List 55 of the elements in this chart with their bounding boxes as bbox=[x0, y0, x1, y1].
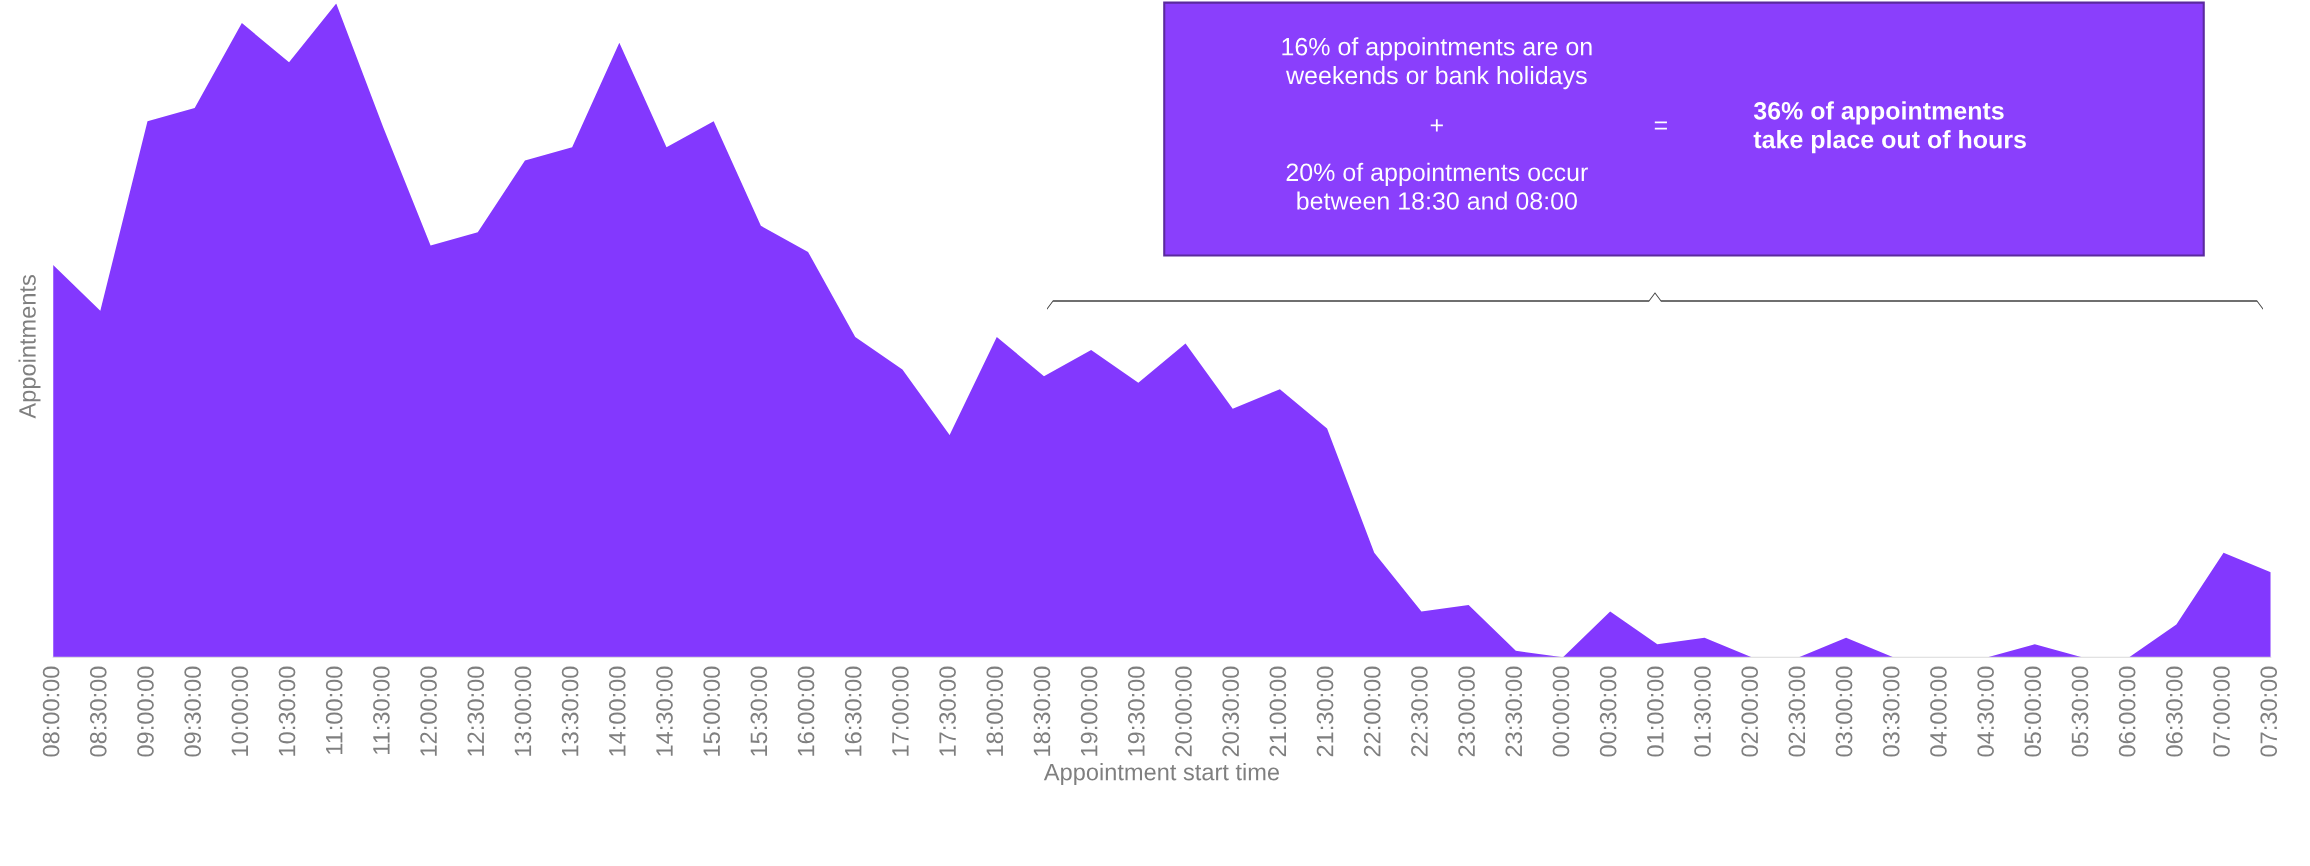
x-tick-label: 21:00:00 bbox=[1269, 666, 1287, 757]
x-tick-label: 15:00:00 bbox=[703, 666, 721, 756]
x-tick-label: 16:00:00 bbox=[797, 666, 815, 756]
x-tick-label: 23:30:00 bbox=[1505, 666, 1523, 757]
x-tick-label: 01:30:00 bbox=[1694, 666, 1711, 757]
x-tick-label: 07:30:00 bbox=[2260, 666, 2278, 757]
x-tick-label: 06:30:00 bbox=[2165, 666, 2183, 757]
x-tick-label: 13:00:00 bbox=[514, 666, 532, 756]
annotation: 36% of appointments take place out of hours bbox=[1753, 101, 2026, 154]
x-tick-label: 09:30:00 bbox=[184, 666, 202, 757]
x-tick-label: 12:30:00 bbox=[467, 666, 485, 756]
x-tick-label: 10:00:00 bbox=[231, 666, 249, 756]
x-tick-label: 00:30:00 bbox=[1599, 666, 1617, 757]
x-tick-label: 12:00:00 bbox=[420, 666, 437, 756]
x-tick-label: 10:30:00 bbox=[278, 666, 296, 756]
x-tick-label: 20:00:00 bbox=[1175, 666, 1192, 757]
annotation: 16% of appointments are on weekends or bank holidays bbox=[1282, 37, 1592, 90]
x-tick-label: 06:00:00 bbox=[2118, 666, 2136, 757]
x-tick-label: 17:30:00 bbox=[939, 666, 956, 756]
x-tick-label: 18:00:00 bbox=[986, 666, 1004, 756]
x-tick-label: 08:30:00 bbox=[89, 666, 107, 757]
x-tick-label: 11:00:00 bbox=[325, 666, 343, 754]
x-tick-label: 21:30:00 bbox=[1316, 666, 1334, 757]
x-tick-label: 09:00:00 bbox=[137, 666, 154, 757]
x-tick-label: 20:30:00 bbox=[1222, 666, 1240, 757]
x-tick-label: 19:30:00 bbox=[1127, 666, 1145, 756]
x-tick-label: 18:30:00 bbox=[1033, 666, 1051, 756]
x-tick-label: 22:00:00 bbox=[1363, 666, 1381, 757]
x-tick-label: 02:00:00 bbox=[1741, 666, 1759, 757]
x-tick-label: 16:30:00 bbox=[844, 666, 862, 756]
x-tick-label: 14:30:00 bbox=[656, 666, 673, 756]
x-tick-label: 03:30:00 bbox=[1882, 666, 1900, 757]
annotation: 20% of appointments occur between 18:30 and 08:00 bbox=[1286, 162, 1588, 210]
x-tick-label: 13:30:00 bbox=[561, 666, 579, 756]
x-tick-label: 19:00:00 bbox=[1080, 666, 1098, 756]
x-tick-label: 08:00:00 bbox=[42, 666, 60, 757]
x-tick-label: 05:30:00 bbox=[2071, 666, 2089, 757]
x-tick-label: 04:00:00 bbox=[1930, 666, 1947, 757]
x-tick-label: 23:00:00 bbox=[1458, 666, 1475, 757]
x-axis-title: Appointment start time bbox=[1043, 763, 1279, 786]
x-tick-label: 03:00:00 bbox=[1835, 666, 1853, 757]
x-tick-label: 22:30:00 bbox=[1411, 666, 1428, 757]
annotation: + bbox=[1430, 119, 1443, 132]
y-axis-title: Appointments bbox=[18, 275, 41, 419]
annotation: = bbox=[1654, 121, 1667, 130]
x-tick-label: 17:00:00 bbox=[892, 666, 909, 756]
x-tick-label: 04:30:00 bbox=[1977, 666, 1994, 757]
x-tick-label: 00:00:00 bbox=[1552, 666, 1570, 757]
x-tick-label: 05:00:00 bbox=[2024, 666, 2042, 757]
x-tick-label: 01:00:00 bbox=[1646, 666, 1664, 757]
x-tick-label: 11:30:00 bbox=[373, 666, 390, 754]
x-tick-label: 14:00:00 bbox=[608, 666, 626, 756]
x-tick-label: 02:30:00 bbox=[1788, 666, 1806, 757]
x-tick-label: 15:30:00 bbox=[750, 666, 768, 756]
x-tick-label: 07:00:00 bbox=[2213, 666, 2230, 757]
